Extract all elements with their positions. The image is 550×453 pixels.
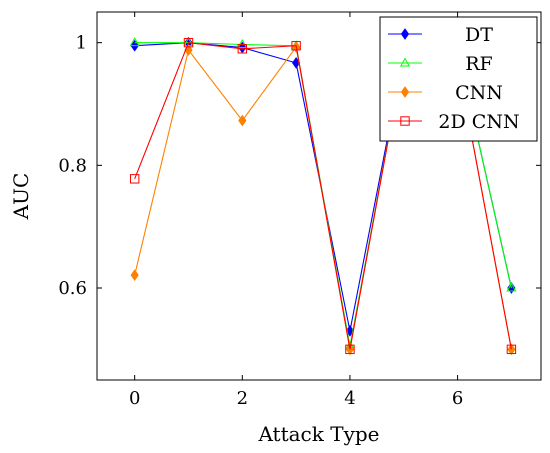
x-tick-label: 4 (344, 388, 355, 409)
legend-entry-2d-cnn: 2D CNN (388, 111, 520, 133)
y-tick-label: 0.6 (58, 278, 87, 299)
data-point-2d-cnn (291, 41, 301, 51)
legend-marker-dt (400, 28, 410, 40)
legend-label-dt: DT (465, 24, 493, 46)
y-tick-label: 1 (76, 33, 87, 54)
x-tick-label: 0 (129, 388, 140, 409)
plot-area-frame (96, 11, 542, 381)
x-tick-label: 6 (452, 388, 463, 409)
data-point-2d-cnn (506, 344, 517, 355)
legend-label-rf: RF (465, 53, 493, 75)
data-point-2d-cnn (129, 174, 140, 184)
y-axis-label: AUC (9, 173, 33, 221)
data-point-cnn (507, 343, 516, 356)
data-point-rf (237, 38, 248, 49)
data-point-2d-cnn (237, 44, 248, 54)
legend-label-cnn: CNN (455, 82, 503, 104)
data-point-rf (129, 37, 140, 47)
data-point-cnn (130, 269, 139, 281)
x-axis-label: Attack Type (257, 422, 379, 446)
legend-marker-cnn (400, 86, 410, 98)
legend-entry-rf: RF (388, 53, 493, 75)
ticks-layer: 0 2 4 6 0.6 0.8 1 (58, 12, 541, 409)
legend-label-2d-cnn: 2D CNN (438, 111, 519, 133)
legend-marker-2d-cnn (400, 116, 410, 126)
legend-marker-rf (399, 57, 411, 67)
legend-entry-dt: DT (388, 24, 493, 46)
data-point-2d-cnn (345, 344, 355, 355)
data-point-rf (506, 282, 517, 292)
data-point-2d-cnn (183, 37, 194, 48)
x-tick-label: 2 (237, 388, 248, 409)
legend: DT RF CNN 2D CNN (379, 16, 538, 142)
legend-entry-cnn: CNN (388, 82, 503, 104)
y-tick-label: 0.8 (58, 155, 87, 176)
data-point-cnn (238, 114, 247, 127)
